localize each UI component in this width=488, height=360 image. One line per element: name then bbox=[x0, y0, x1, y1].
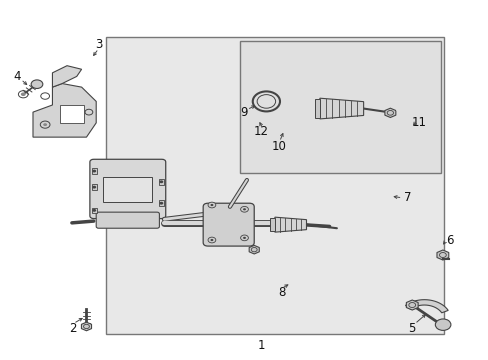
Bar bbox=[106, 37, 443, 334]
Bar bbox=[92, 184, 97, 190]
Polygon shape bbox=[436, 250, 448, 260]
Polygon shape bbox=[60, 105, 84, 123]
Circle shape bbox=[92, 170, 96, 172]
Bar bbox=[159, 179, 163, 185]
FancyBboxPatch shape bbox=[96, 212, 159, 228]
Polygon shape bbox=[405, 300, 447, 313]
Bar bbox=[159, 201, 163, 206]
Circle shape bbox=[210, 204, 213, 206]
Circle shape bbox=[92, 209, 96, 212]
Text: 5: 5 bbox=[407, 322, 415, 335]
Text: 12: 12 bbox=[253, 125, 268, 138]
Circle shape bbox=[92, 186, 96, 189]
Polygon shape bbox=[249, 246, 259, 254]
Polygon shape bbox=[33, 84, 96, 137]
Polygon shape bbox=[81, 322, 91, 331]
Circle shape bbox=[43, 123, 47, 126]
FancyBboxPatch shape bbox=[90, 159, 165, 219]
Circle shape bbox=[243, 237, 245, 239]
Text: 6: 6 bbox=[445, 234, 452, 247]
Bar bbox=[314, 99, 319, 118]
Circle shape bbox=[159, 202, 163, 204]
Bar bbox=[269, 218, 274, 231]
Circle shape bbox=[210, 239, 213, 241]
Polygon shape bbox=[319, 98, 363, 119]
FancyBboxPatch shape bbox=[203, 203, 254, 246]
Circle shape bbox=[240, 235, 248, 241]
Text: 7: 7 bbox=[403, 192, 410, 204]
Text: 10: 10 bbox=[271, 140, 286, 153]
Circle shape bbox=[21, 93, 26, 96]
Text: 11: 11 bbox=[411, 116, 426, 129]
Bar bbox=[239, 41, 441, 173]
Circle shape bbox=[207, 202, 215, 208]
Bar bbox=[92, 168, 97, 174]
Circle shape bbox=[159, 180, 163, 183]
Bar bbox=[92, 207, 97, 213]
Circle shape bbox=[243, 208, 245, 210]
Text: 2: 2 bbox=[69, 322, 77, 335]
Polygon shape bbox=[406, 300, 417, 310]
Bar bbox=[103, 177, 152, 202]
Text: 1: 1 bbox=[257, 338, 264, 351]
Text: 4: 4 bbox=[13, 70, 20, 83]
Circle shape bbox=[31, 80, 43, 89]
Circle shape bbox=[240, 206, 248, 212]
Polygon shape bbox=[274, 217, 306, 232]
Polygon shape bbox=[384, 108, 395, 117]
Circle shape bbox=[434, 319, 450, 330]
Text: 3: 3 bbox=[95, 38, 102, 51]
Polygon shape bbox=[52, 66, 81, 87]
Circle shape bbox=[207, 237, 215, 243]
Text: 9: 9 bbox=[239, 105, 247, 119]
Text: 8: 8 bbox=[277, 286, 285, 299]
